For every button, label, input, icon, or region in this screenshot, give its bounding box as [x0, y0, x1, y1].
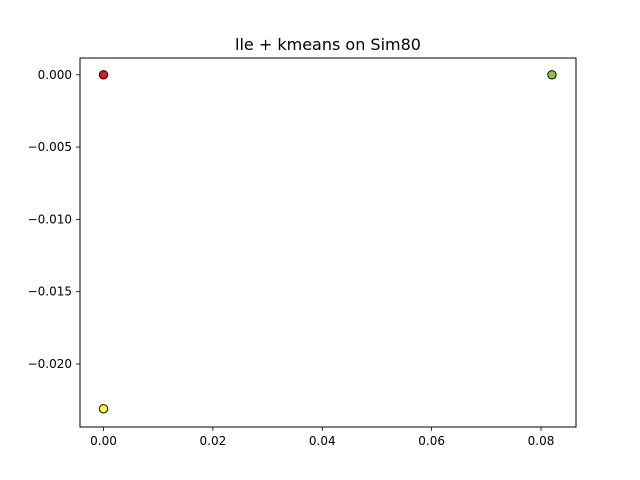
y-tick-label: −0.005 — [28, 140, 72, 154]
x-tick-label: 0.08 — [528, 434, 555, 448]
y-tick-label: −0.020 — [28, 357, 72, 371]
chart-title: lle + kmeans on Sim80 — [235, 35, 421, 54]
x-tick-label: 0.00 — [90, 434, 117, 448]
data-points — [98, 70, 557, 414]
y-tick-label: 0.000 — [38, 68, 72, 82]
scatter-point — [547, 70, 557, 80]
y-tick-label: −0.010 — [28, 212, 72, 226]
plot-area-frame — [79, 57, 577, 428]
scatter-point — [98, 404, 109, 414]
y-tick-label: −0.015 — [28, 285, 72, 299]
axis-ticks: 0.00 0.02 0.04 0.06 0.08 0.000 −0.005 −0.010 −0.… — [28, 68, 555, 448]
x-tick-label: 0.04 — [309, 434, 336, 448]
x-tick-label: 0.06 — [418, 434, 445, 448]
scatter-point — [98, 70, 109, 80]
x-tick-label: 0.02 — [200, 434, 227, 448]
